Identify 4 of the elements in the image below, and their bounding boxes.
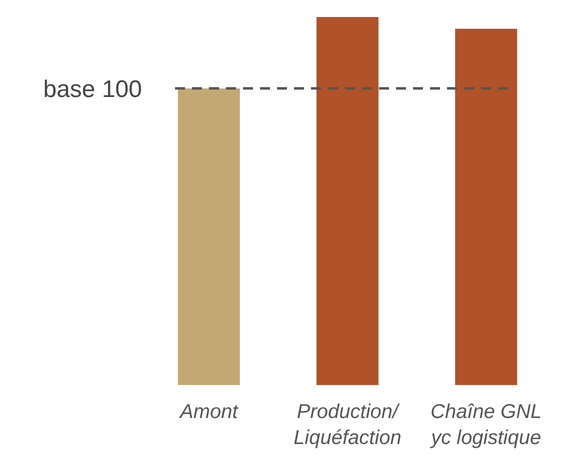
x-tick-label: Chaîne GNL yc logistique — [429, 401, 542, 449]
x-tick-label: Amont — [178, 401, 240, 423]
ref-line-label: base 100 — [43, 76, 142, 103]
x-tick-label: Production/ Liquéfaction — [294, 401, 402, 449]
